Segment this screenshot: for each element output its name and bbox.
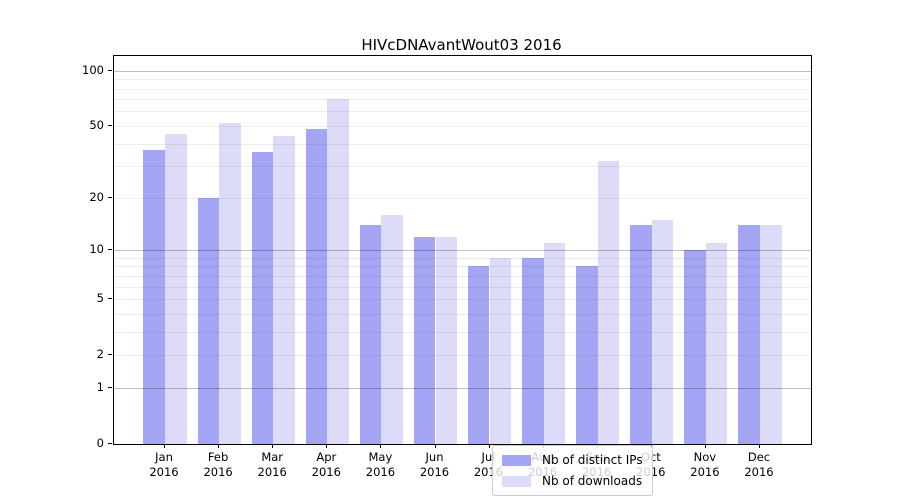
x-tick-apr [326,444,328,448]
x-tick-label-dec: Dec 2016 [744,450,774,479]
x-tick-nov [704,444,706,448]
gridline-60 [114,111,811,113]
x-tick-feb [218,444,220,448]
gridline-2 [114,355,811,357]
bar-nb-of-downloads-apr [327,99,349,444]
plot-area: Nb of distinct IPs Nb of downloads [113,55,812,496]
chart-title: HIVcDNAvantWout03 2016 [361,36,562,54]
gridline-40 [114,143,811,145]
y-tick-20 [108,196,112,198]
legend-item-distinct-ips: Nb of distinct IPs [502,452,643,468]
gridline-100 [114,70,811,72]
gridline-5 [114,299,811,300]
bar-nb-of-distinct-ips-dec [738,224,760,444]
bar-nb-of-distinct-ips-feb [197,197,220,444]
bars-layer [114,56,811,444]
bar-nb-of-downloads-aug [543,243,566,444]
legend-label-distinct-ips: Nb of distinct IPs [542,453,643,467]
y-tick-label-2: 2 [96,347,104,362]
bar-nb-of-distinct-ips-nov [684,250,706,444]
x-tick-label-may: May 2016 [365,450,396,479]
bar-nb-of-distinct-ips-may [359,224,382,444]
bar-nb-of-distinct-ips-apr [305,129,328,444]
bar-nb-of-downloads-nov [705,243,728,444]
gridline-10 [114,250,811,251]
bar-nb-of-distinct-ips-oct [630,224,652,444]
x-tick-label-apr: Apr 2016 [311,450,341,479]
y-tick-2 [108,354,112,356]
y-tick-label-10: 10 [89,242,104,256]
x-tick-may [380,444,382,448]
legend: Nb of distinct IPs Nb of downloads [492,445,653,496]
bar-nb-of-downloads-oct [651,219,674,444]
gridline-30 [114,166,811,168]
y-tick-0 [108,443,112,444]
y-tick-label-0: 0 [96,436,104,450]
bar-nb-of-distinct-ips-jul [467,266,490,444]
gridline-3 [114,331,811,333]
gridline-4 [114,313,811,315]
y-tick-label-5: 5 [96,291,104,305]
x-tick-label-feb: Feb 2016 [203,450,233,479]
x-tick-label-jan: Jan 2016 [149,450,179,479]
y-tick-1 [108,386,112,388]
y-tick-50 [108,124,112,126]
gridline-8 [114,266,811,268]
gridline-1 [114,387,811,389]
gridline-20 [114,197,811,199]
legend-swatch-downloads [502,475,531,487]
x-tick-label-mar: Mar 2016 [257,450,287,479]
gridline-9 [114,257,811,259]
x-tick-dec [759,444,760,448]
bar-nb-of-distinct-ips-aug [522,257,544,444]
y-tick-label-20: 20 [89,189,104,204]
grid-layer [114,56,811,444]
bar-nb-of-distinct-ips-mar [251,151,274,444]
bar-nb-of-downloads-jan [165,134,187,444]
gridline-7 [114,275,811,277]
bar-nb-of-downloads-jul [489,257,512,444]
gridline-6 [114,286,811,288]
bar-nb-of-downloads-feb [219,122,241,444]
bar-nb-of-downloads-may [381,214,403,444]
bar-nb-of-downloads-jun [435,236,458,444]
x-tick-label-jun: Jun 2016 [419,450,450,479]
legend-swatch-distinct-ips [502,454,531,466]
x-tick-mar [272,444,274,448]
bar-nb-of-distinct-ips-sep [576,266,598,444]
gridline-90 [114,79,811,81]
y-tick-10 [108,249,112,250]
bar-nb-of-distinct-ips-jan [143,149,165,444]
legend-label-downloads: Nb of downloads [542,474,643,488]
x-tick-label-nov: Nov 2016 [690,450,720,479]
legend-item-downloads: Nb of downloads [502,473,643,489]
y-tick-label-100: 100 [82,62,104,77]
x-tick-jan [164,444,165,448]
y-tick-label-50: 50 [89,117,104,132]
x-tick-jun [434,444,436,448]
bar-nb-of-distinct-ips-jun [413,236,436,444]
x-tick-jul [488,444,490,448]
bar-nb-of-downloads-mar [273,136,295,444]
gridline-50 [114,125,811,127]
y-tick-label-1: 1 [96,379,104,394]
gridline-80 [114,88,811,90]
y-tick-5 [108,298,112,299]
bar-nb-of-downloads-dec [760,224,782,444]
y-tick-100 [108,69,112,71]
bar-nb-of-downloads-sep [597,161,620,444]
gridline-70 [114,99,811,101]
